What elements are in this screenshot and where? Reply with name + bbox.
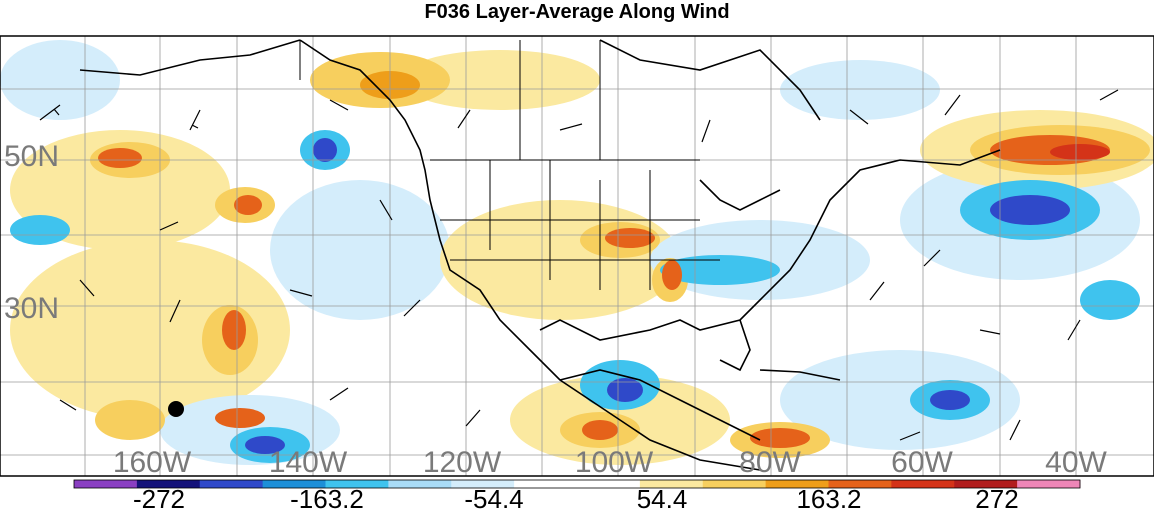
colorbar-swatch bbox=[325, 480, 389, 488]
colorbar-swatch bbox=[136, 480, 201, 488]
map-title: F036 Layer-Average Along Wind bbox=[424, 1, 730, 23]
lon-label: 160W bbox=[113, 446, 192, 479]
colorbar-label: 272 bbox=[975, 484, 1018, 511]
colorbar-label: 163.2 bbox=[796, 484, 861, 511]
colorbar-swatch bbox=[577, 480, 641, 488]
colorbar-swatch bbox=[891, 480, 955, 488]
wind-barbs bbox=[39, 89, 1119, 441]
coastlines bbox=[79, 39, 1001, 471]
colorbar-swatch bbox=[765, 480, 829, 488]
graticule bbox=[0, 36, 1154, 476]
colorbar-label: -163.2 bbox=[290, 484, 364, 511]
colorbar-swatch bbox=[954, 480, 1018, 488]
colorbar-swatch bbox=[639, 480, 704, 488]
colorbar-frame bbox=[73, 479, 1081, 489]
colorbar-label: -272 bbox=[133, 484, 185, 511]
lon-label: 140W bbox=[269, 446, 348, 479]
lon-label: 100W bbox=[575, 446, 654, 479]
colorbar-swatch bbox=[262, 480, 326, 488]
colorbar-swatch bbox=[388, 480, 452, 488]
political-boundaries bbox=[299, 40, 720, 290]
lat-label: 50N bbox=[4, 140, 59, 173]
map-panel bbox=[0, 36, 1154, 476]
colorbar-swatch bbox=[1017, 480, 1081, 488]
wind-field-shading bbox=[0, 40, 1154, 465]
colorbar-swatch bbox=[702, 480, 767, 488]
colorbar-swatch bbox=[451, 480, 515, 488]
map-frame bbox=[0, 35, 1154, 477]
colorbar-swatch bbox=[199, 480, 264, 488]
lon-label: 120W bbox=[423, 446, 502, 479]
colorbar-label: 54.4 bbox=[637, 484, 688, 511]
marker-dot bbox=[168, 401, 184, 417]
colorbar bbox=[73, 479, 1081, 489]
colorbar-label: -54.4 bbox=[464, 484, 523, 511]
colorbar-swatch bbox=[74, 480, 138, 488]
lat-label: 30N bbox=[4, 292, 59, 325]
colorbar-swatch bbox=[514, 480, 578, 488]
colorbar-swatch bbox=[828, 480, 892, 488]
lon-label: 80W bbox=[739, 446, 801, 479]
lon-label: 60W bbox=[891, 446, 953, 479]
lon-label: 40W bbox=[1045, 446, 1107, 479]
